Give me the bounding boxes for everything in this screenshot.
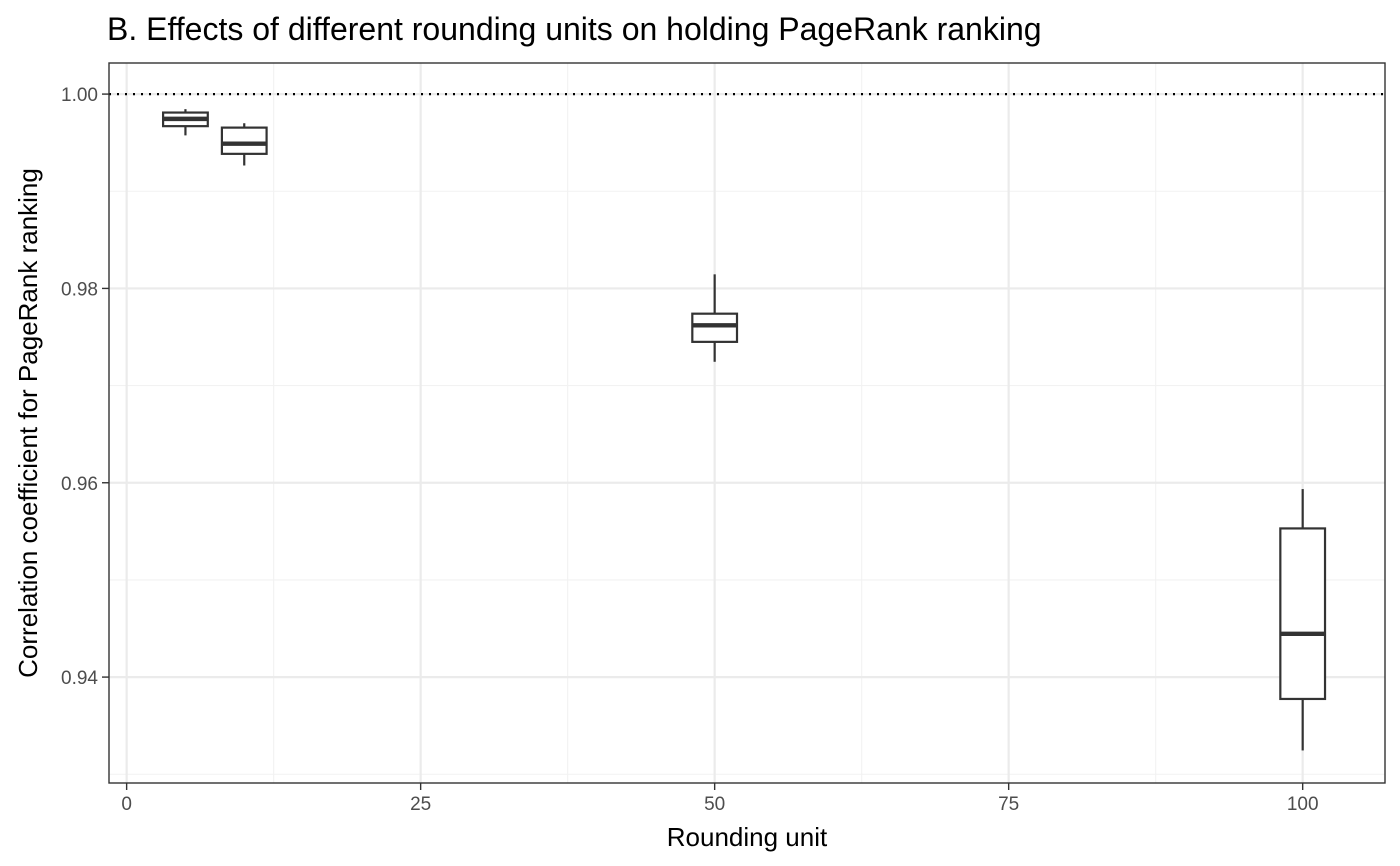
box-50 bbox=[691, 274, 739, 362]
y-tick-label: 0.98 bbox=[61, 279, 98, 300]
x-axis-title: Rounding unit bbox=[667, 822, 828, 852]
box-iqr bbox=[220, 126, 268, 155]
x-tick-label: 50 bbox=[704, 794, 725, 815]
y-tick-label: 1.00 bbox=[61, 85, 98, 106]
box-iqr bbox=[1279, 527, 1327, 701]
x-tick-label: 75 bbox=[998, 794, 1019, 815]
box-100 bbox=[1279, 489, 1327, 751]
x-axis: 0 25 50 75 100 bbox=[121, 783, 1319, 815]
chart-title: B. Effects of different rounding units o… bbox=[107, 11, 1042, 47]
y-tick-label: 0.94 bbox=[61, 668, 98, 689]
box-5 bbox=[161, 109, 209, 136]
boxes bbox=[161, 109, 1327, 751]
x-tick-label: 25 bbox=[410, 794, 431, 815]
y-axis-title: Correlation coefficient for PageRank ran… bbox=[13, 168, 43, 678]
grid bbox=[109, 63, 1385, 783]
y-axis: 0.94 0.96 0.98 1.00 bbox=[61, 85, 109, 689]
box-10 bbox=[220, 123, 268, 166]
plot-panel-border bbox=[108, 62, 1386, 784]
y-tick-label: 0.96 bbox=[61, 474, 98, 495]
x-tick-label: 0 bbox=[121, 794, 132, 815]
x-tick-label: 100 bbox=[1287, 794, 1319, 815]
box-iqr bbox=[691, 312, 739, 343]
